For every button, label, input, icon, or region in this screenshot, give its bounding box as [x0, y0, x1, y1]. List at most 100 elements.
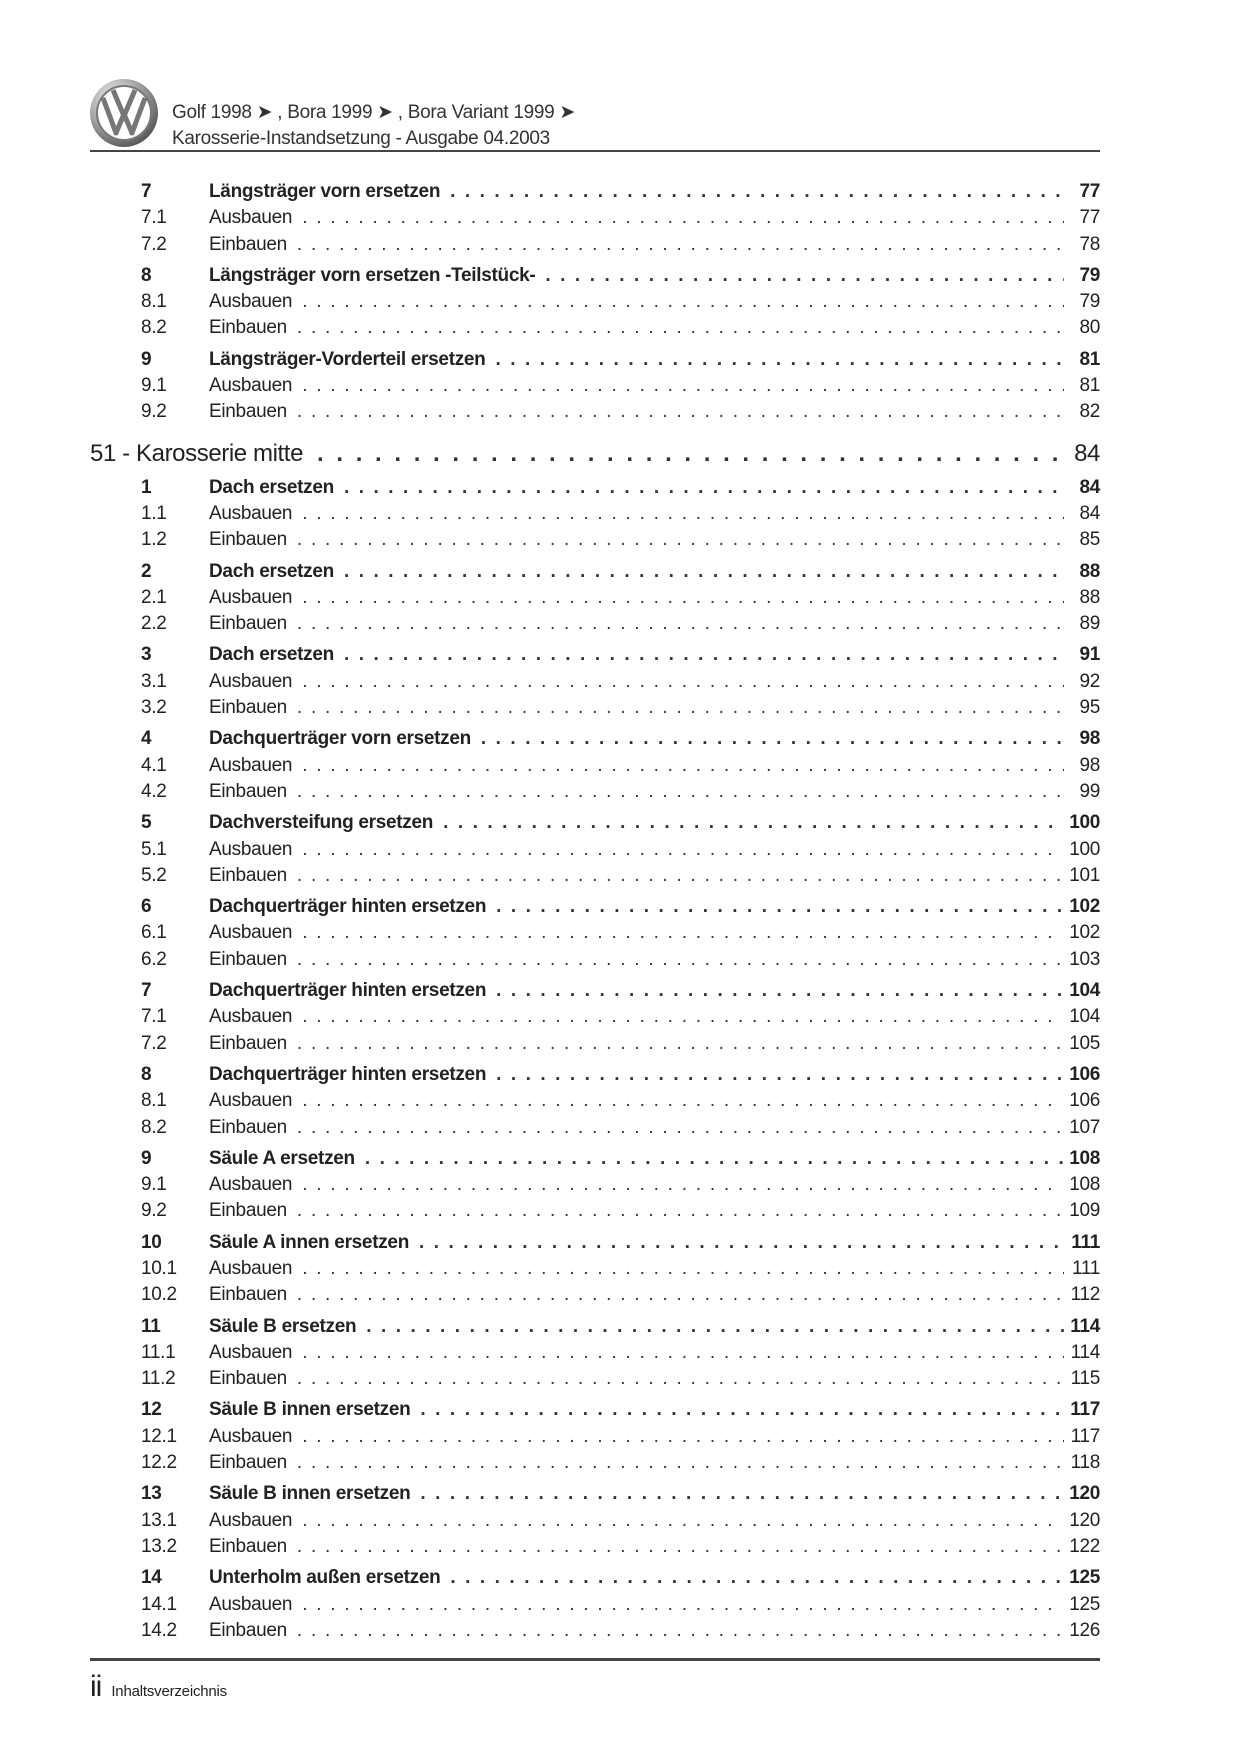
toc-subentry[interactable]: 1.2 Einbauen 85 [90, 529, 1100, 555]
entry-number: 13 [141, 1483, 162, 1505]
entry-number: 5 [141, 812, 152, 834]
entry-title: Ausbauen [209, 207, 293, 229]
entry-page: 114 [1070, 1315, 1100, 1337]
toc-subentry[interactable]: 11.2 Einbauen 115 [90, 1368, 1100, 1394]
toc-subentry[interactable]: 14.2 Einbauen 126 [90, 1620, 1100, 1646]
toc-entry[interactable]: 8 Dachquerträger hinten ersetzen 106 [90, 1064, 1100, 1090]
toc-subentry[interactable]: 9.1 Ausbauen 108 [90, 1174, 1100, 1200]
entry-number: 2.2 [141, 613, 167, 635]
entry-title: Dachquerträger hinten ersetzen [209, 896, 487, 918]
toc-entry[interactable]: 13 Säule B innen ersetzen 120 [90, 1483, 1100, 1509]
entry-title: Einbauen [209, 1368, 287, 1390]
entry-number: 10.1 [141, 1257, 177, 1279]
footer-rule [90, 1658, 1100, 1661]
footer-section: Inhaltsverzeichnis [111, 1683, 227, 1700]
toc-subentry[interactable]: 9.2 Einbauen 109 [90, 1200, 1100, 1226]
dot-leader [481, 728, 1064, 750]
toc-subentry[interactable]: 5.2 Einbauen 101 [90, 865, 1100, 891]
toc-chapter-heading[interactable]: 51 - Karosserie mitte 84 [90, 440, 1100, 472]
toc-subentry[interactable]: 4.2 Einbauen 99 [90, 781, 1100, 807]
toc-subentry[interactable]: 2.1 Ausbauen 88 [90, 587, 1100, 613]
toc-subentry[interactable]: 10.2 Einbauen 112 [90, 1284, 1100, 1310]
toc-subentry[interactable]: 7.2 Einbauen 78 [90, 234, 1100, 260]
dot-leader [496, 1064, 1063, 1086]
entry-page: 106 [1069, 1090, 1100, 1112]
toc-subentry[interactable]: 8.1 Ausbauen 106 [90, 1090, 1100, 1116]
dot-leader [297, 1368, 1064, 1390]
toc-entry[interactable]: 8 Längsträger vorn ersetzen -Teilstück- 79 [90, 265, 1100, 291]
entry-page: 95 [1079, 697, 1100, 719]
dot-leader [496, 349, 1065, 371]
toc-subentry[interactable]: 4.1 Ausbauen 98 [90, 755, 1100, 781]
dot-leader [297, 529, 1064, 551]
entry-number: 10 [141, 1231, 162, 1253]
toc-subentry[interactable]: 6.2 Einbauen 103 [90, 949, 1100, 975]
toc-entry[interactable]: 6 Dachquerträger hinten ersetzen 102 [90, 896, 1100, 922]
toc-subentry[interactable]: 7.1 Ausbauen 77 [90, 207, 1100, 233]
dot-leader [297, 317, 1064, 339]
toc-subentry[interactable]: 3.1 Ausbauen 92 [90, 671, 1100, 697]
entry-title: Ausbauen [209, 1509, 293, 1531]
entry-number: 7.2 [141, 233, 167, 255]
toc-subentry[interactable]: 5.1 Ausbauen 100 [90, 839, 1100, 865]
entry-number: 14 [141, 1567, 162, 1589]
toc-subentry[interactable]: 7.2 Einbauen 105 [90, 1033, 1100, 1059]
toc-subentry[interactable]: 8.2 Einbauen 80 [90, 317, 1100, 343]
toc-subentry[interactable]: 7.1 Ausbauen 104 [90, 1006, 1100, 1032]
entry-page: 102 [1069, 922, 1100, 944]
entry-page: 77 [1079, 207, 1100, 229]
dot-leader [297, 1033, 1063, 1055]
dot-leader [297, 1620, 1063, 1642]
toc-subentry[interactable]: 2.2 Einbauen 89 [90, 613, 1100, 639]
toc-entry[interactable]: 3 Dach ersetzen 91 [90, 644, 1100, 670]
dot-leader [297, 865, 1063, 887]
entry-title: Einbauen [209, 697, 287, 719]
toc-entry[interactable]: 12 Säule B innen ersetzen 117 [90, 1399, 1100, 1425]
entry-title: Ausbauen [209, 1593, 293, 1615]
toc-subentry[interactable]: 13.1 Ausbauen 120 [90, 1510, 1100, 1536]
entry-page: 98 [1079, 754, 1100, 776]
toc-entry[interactable]: 7 Längsträger vorn ersetzen 77 [90, 181, 1100, 207]
toc-subentry[interactable]: 3.2 Einbauen 95 [90, 697, 1100, 723]
toc-subentry[interactable]: 13.2 Einbauen 122 [90, 1536, 1100, 1562]
toc-subentry[interactable]: 1.1 Ausbauen 84 [90, 503, 1100, 529]
toc-entry[interactable]: 9 Säule A ersetzen 108 [90, 1148, 1100, 1174]
toc-subentry[interactable]: 14.1 Ausbauen 125 [90, 1594, 1100, 1620]
toc-entry[interactable]: 9 Längsträger-Vorderteil ersetzen 81 [90, 349, 1100, 375]
entry-number: 1 [141, 476, 152, 498]
toc-entry[interactable]: 1 Dach ersetzen 84 [90, 477, 1100, 503]
dot-leader [302, 839, 1063, 861]
toc-subentry[interactable]: 12.1 Ausbauen 117 [90, 1426, 1100, 1452]
entry-number: 3 [141, 644, 152, 666]
dot-leader [297, 949, 1063, 971]
toc-entry[interactable]: 14 Unterholm außen ersetzen 125 [90, 1567, 1100, 1593]
toc-subentry[interactable]: 10.1 Ausbauen 111 [90, 1258, 1100, 1284]
entry-number: 3.1 [141, 670, 167, 692]
toc-subentry[interactable]: 9.1 Ausbauen 81 [90, 375, 1100, 401]
entry-page: 84 [1079, 476, 1100, 498]
dot-leader [297, 234, 1064, 256]
entry-page: 101 [1069, 864, 1100, 886]
toc-subentry[interactable]: 11.1 Ausbauen 114 [90, 1342, 1100, 1368]
entry-number: 9 [141, 1147, 152, 1169]
toc-entry[interactable]: 2 Dach ersetzen 88 [90, 561, 1100, 587]
entry-title: Säule B innen ersetzen [209, 1399, 411, 1421]
toc-subentry[interactable]: 8.2 Einbauen 107 [90, 1117, 1100, 1143]
toc-entry[interactable]: 11 Säule B ersetzen 114 [90, 1316, 1100, 1342]
toc-entry[interactable]: 7 Dachquerträger hinten ersetzen 104 [90, 980, 1100, 1006]
entry-page: 79 [1079, 264, 1100, 286]
toc-subentry[interactable]: 9.2 Einbauen 82 [90, 401, 1100, 427]
toc-entry[interactable]: 4 Dachquerträger vorn ersetzen 98 [90, 728, 1100, 754]
entry-number: 12.2 [141, 1452, 177, 1474]
entry-number: 1.1 [141, 502, 167, 524]
entry-title: Ausbauen [209, 586, 293, 608]
toc-subentry[interactable]: 8.1 Ausbauen 79 [90, 291, 1100, 317]
entry-page: 120 [1069, 1509, 1100, 1531]
entry-title: Einbauen [209, 780, 287, 802]
toc-entry[interactable]: 5 Dachversteifung ersetzen 100 [90, 812, 1100, 838]
entry-number: 9.1 [141, 375, 167, 397]
entry-number: 8 [141, 1063, 152, 1085]
toc-entry[interactable]: 10 Säule A innen ersetzen 111 [90, 1232, 1100, 1258]
toc-subentry[interactable]: 6.1 Ausbauen 102 [90, 922, 1100, 948]
toc-subentry[interactable]: 12.2 Einbauen 118 [90, 1452, 1100, 1478]
